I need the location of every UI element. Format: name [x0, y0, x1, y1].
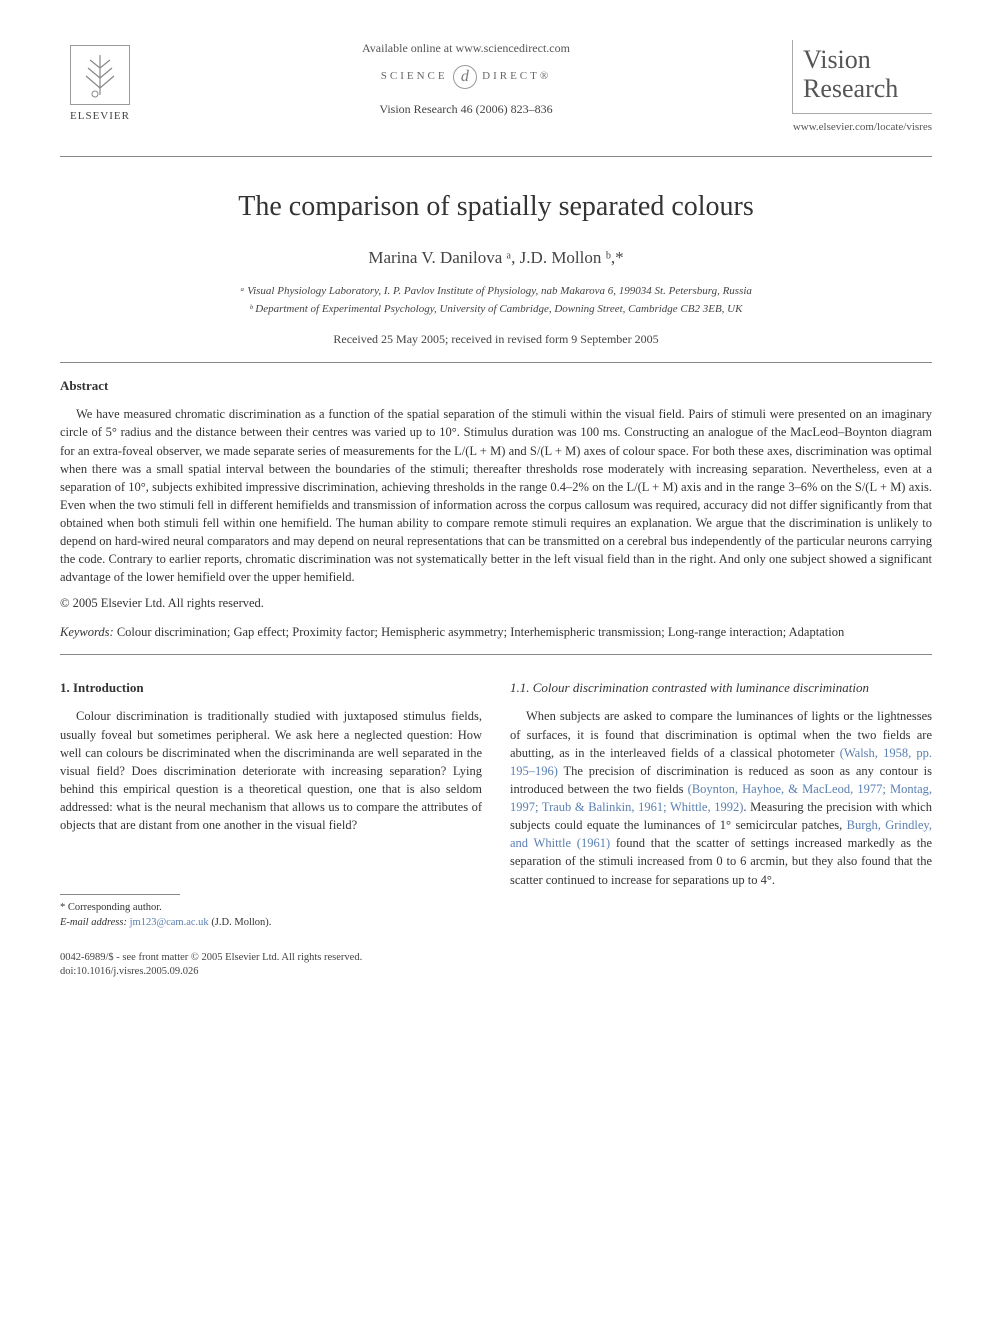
footnote-block: * Corresponding author. E-mail address: … [60, 901, 482, 930]
sd-right: DIRECT® [482, 69, 551, 84]
footer-line-2: doi:10.1016/j.visres.2005.09.026 [60, 965, 932, 980]
keywords-label: Keywords: [60, 625, 114, 639]
abstract-body: We have measured chromatic discriminatio… [60, 405, 932, 586]
keywords-block: Keywords: Colour discrimination; Gap eff… [60, 624, 932, 642]
section-1-heading: 1. Introduction [60, 679, 482, 698]
email-line: E-mail address: jm123@cam.ac.uk (J.D. Mo… [60, 916, 482, 931]
page-header: ELSEVIER Available online at www.science… [60, 40, 932, 136]
journal-name-1: Vision [803, 46, 922, 75]
affiliation-b: ᵇ Department of Experimental Psychology,… [60, 302, 932, 317]
journal-reference: Vision Research 46 (2006) 823–836 [160, 101, 772, 118]
keywords-text: Colour discrimination; Gap effect; Proxi… [114, 625, 845, 639]
email-author: (J.D. Mollon). [209, 917, 272, 928]
section-1-1-heading: 1.1. Colour discrimination contrasted wi… [510, 679, 932, 698]
column-right: 1.1. Colour discrimination contrasted wi… [510, 679, 932, 931]
journal-name-2: Research [803, 75, 922, 104]
article-authors: Marina V. Danilova ᵃ, J.D. Mollon ᵇ,* [60, 246, 932, 270]
journal-url: www.elsevier.com/locate/visres [792, 120, 932, 135]
email-link[interactable]: jm123@cam.ac.uk [130, 917, 209, 928]
elsevier-logo: ELSEVIER [60, 40, 140, 130]
science-direct-logo: SCIENCE d DIRECT® [160, 65, 772, 89]
divider-after-title [60, 362, 932, 363]
sd-circle-icon: d [453, 65, 477, 89]
elsevier-tree-icon [70, 45, 130, 105]
article-title: The comparison of spatially separated co… [60, 187, 932, 226]
divider-top [60, 156, 932, 157]
column-left: 1. Introduction Colour discrimination is… [60, 679, 482, 931]
affiliation-a: ᵃ Visual Physiology Laboratory, I. P. Pa… [60, 284, 932, 299]
available-online-text: Available online at www.sciencedirect.co… [160, 40, 772, 57]
body-columns: 1. Introduction Colour discrimination is… [60, 679, 932, 931]
journal-box-wrapper: Vision Research www.elsevier.com/locate/… [792, 40, 932, 136]
elsevier-label: ELSEVIER [70, 109, 130, 124]
divider-after-abstract [60, 654, 932, 655]
journal-title-box: Vision Research [792, 40, 932, 114]
footnote-separator [60, 894, 180, 895]
abstract-text: We have measured chromatic discriminatio… [60, 405, 932, 586]
abstract-heading: Abstract [60, 377, 932, 395]
footer-line-1: 0042-6989/$ - see front matter © 2005 El… [60, 951, 932, 966]
header-center: Available online at www.sciencedirect.co… [140, 40, 792, 118]
subsection-paragraph: When subjects are asked to compare the l… [510, 707, 932, 888]
intro-paragraph: Colour discrimination is traditionally s… [60, 707, 482, 834]
copyright-line: © 2005 Elsevier Ltd. All rights reserved… [60, 595, 932, 613]
email-label: E-mail address: [60, 917, 130, 928]
footer-block: 0042-6989/$ - see front matter © 2005 El… [60, 951, 932, 980]
received-dates: Received 25 May 2005; received in revise… [60, 331, 932, 348]
corresponding-author: * Corresponding author. [60, 901, 482, 916]
sd-left: SCIENCE [381, 69, 448, 84]
